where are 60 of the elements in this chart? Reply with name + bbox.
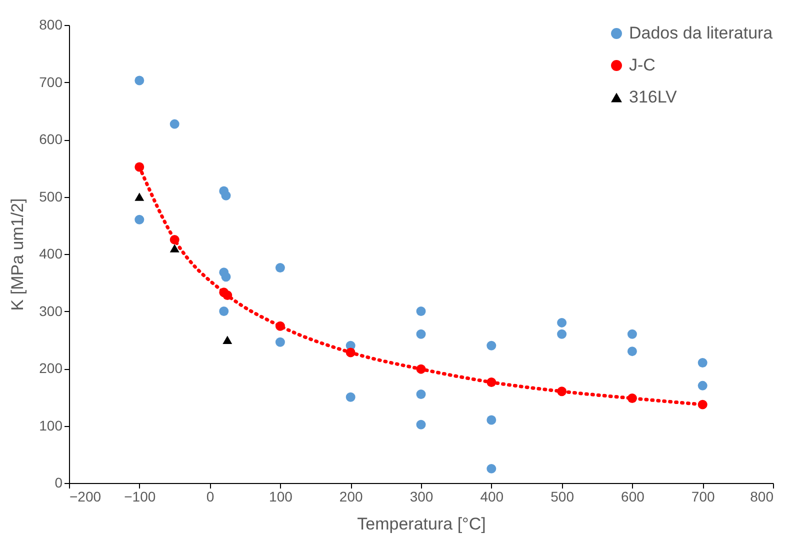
x-tick-label: 400 <box>480 488 504 504</box>
legend-label: J-C <box>629 56 656 74</box>
point <box>557 386 567 396</box>
y-tick-label: 200 <box>39 360 63 376</box>
x-tick-label: 500 <box>550 488 574 504</box>
point <box>346 392 356 402</box>
point <box>486 378 496 387</box>
point <box>222 336 232 344</box>
point <box>416 420 426 430</box>
x-tick-label: −200 <box>70 488 102 504</box>
x-tick-label: 300 <box>410 488 434 504</box>
y-tick-label: 500 <box>39 188 63 204</box>
point <box>134 76 144 86</box>
point <box>170 234 180 244</box>
y-axis-title: K [MPa um1/2] <box>8 198 28 311</box>
legend-label: Dados da literatura <box>629 24 774 42</box>
y-tick-label: 300 <box>39 302 63 319</box>
y-tick-label: 400 <box>39 246 63 262</box>
point <box>170 119 180 129</box>
x-tick-label: 700 <box>691 488 715 504</box>
x-tick-label: 600 <box>621 488 645 504</box>
point <box>275 263 285 272</box>
point <box>557 318 567 328</box>
point <box>222 290 232 300</box>
y-tick-label: 600 <box>39 131 63 147</box>
point <box>170 244 180 252</box>
y-tick-label: 100 <box>39 417 63 434</box>
point <box>627 329 637 339</box>
point <box>698 358 708 368</box>
point <box>416 364 426 374</box>
x-tick-label: 100 <box>269 488 293 504</box>
y-tick-label: 800 <box>39 16 63 32</box>
legend-label: 316LV <box>629 88 678 106</box>
point <box>219 306 229 316</box>
point <box>416 306 426 316</box>
y-tick-label: 700 <box>39 74 63 90</box>
x-tick-label: 0 <box>206 488 214 504</box>
x-axis-title: Temperatura [°C] <box>357 514 486 534</box>
point <box>698 400 708 410</box>
point <box>346 348 356 358</box>
x-tick-label: 200 <box>339 488 363 504</box>
point <box>416 390 426 399</box>
point <box>486 464 496 474</box>
point <box>134 162 144 172</box>
point <box>557 329 567 339</box>
point <box>134 214 144 224</box>
point <box>486 415 496 425</box>
point <box>416 329 426 339</box>
point <box>486 340 496 350</box>
point <box>221 272 231 282</box>
x-tick-label: 800 <box>750 488 774 504</box>
point <box>221 190 231 200</box>
point <box>627 394 637 404</box>
point <box>134 192 144 201</box>
point <box>275 337 285 347</box>
point <box>698 380 708 390</box>
y-tick-label: 0 <box>54 474 63 490</box>
x-tick-label: −100 <box>124 488 156 504</box>
point <box>275 321 285 331</box>
point <box>627 346 637 356</box>
